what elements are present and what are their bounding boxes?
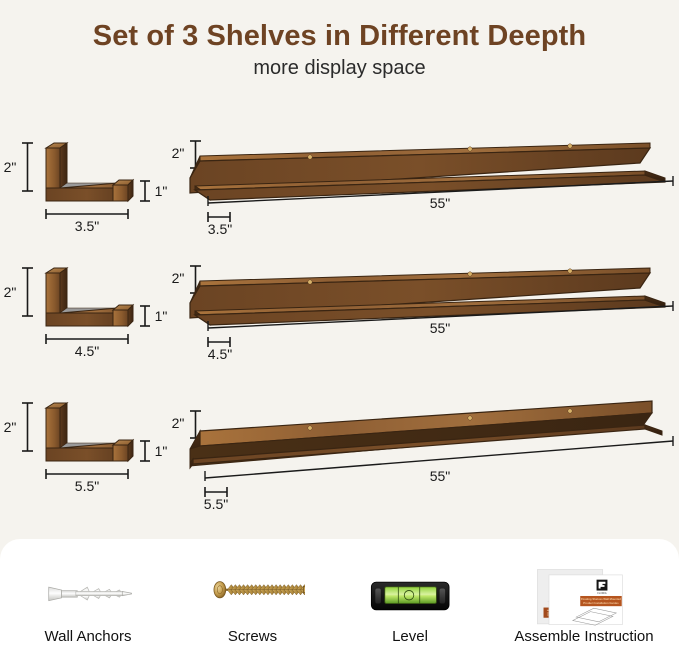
svg-text:4.5": 4.5" xyxy=(208,346,232,362)
svg-text:1": 1" xyxy=(155,183,168,199)
svg-text:55": 55" xyxy=(430,320,451,336)
svg-text:5.5": 5.5" xyxy=(75,478,99,494)
svg-text:1": 1" xyxy=(155,308,168,324)
svg-text:Floating Shelves Wall Mounted: Floating Shelves Wall Mounted xyxy=(581,597,621,601)
svg-text:2": 2" xyxy=(4,419,17,435)
svg-text:3.5": 3.5" xyxy=(75,218,99,234)
svg-text:55": 55" xyxy=(430,195,451,211)
svg-text:3.5": 3.5" xyxy=(208,221,232,237)
svg-text:2": 2" xyxy=(172,270,185,286)
svg-text:4.5": 4.5" xyxy=(75,343,99,359)
svg-text:FLORIA: FLORIA xyxy=(597,591,607,595)
svg-text:2": 2" xyxy=(4,159,17,175)
svg-text:2": 2" xyxy=(172,415,185,431)
svg-text:55": 55" xyxy=(430,468,451,484)
svg-text:2": 2" xyxy=(4,284,17,300)
svg-text:Product Installation Guides: Product Installation Guides xyxy=(583,601,619,605)
svg-text:1": 1" xyxy=(155,443,168,459)
svg-text:5.5": 5.5" xyxy=(204,496,228,512)
svg-text:2": 2" xyxy=(172,145,185,161)
